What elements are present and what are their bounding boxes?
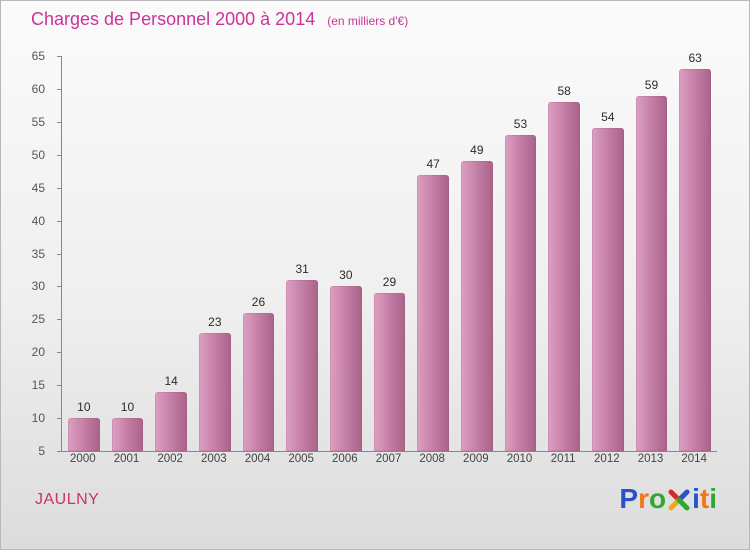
y-tick-label: 55 [31,114,45,129]
bar-value-label: 63 [688,51,702,66]
x-tick-label: 2002 [157,453,183,465]
x-tick-label: 2011 [550,453,576,465]
bar-2004 [242,312,275,451]
x-tick-label: 2009 [463,453,489,465]
bar-2007 [373,293,406,451]
y-tick-label: 40 [31,213,45,228]
x-tick-label: 2005 [288,453,314,465]
bar-2002 [155,391,187,451]
x-tick-label: 2014 [681,453,707,465]
bar-value-label: 23 [208,314,222,329]
y-tick-mark [57,286,62,288]
y-tick-label: 10 [31,411,45,426]
bar-2011 [548,102,580,451]
bar-value-label: 29 [382,275,397,289]
bar-2009 [461,161,493,451]
bar-value-label: 47 [426,156,440,171]
x-tick-label: 2012 [594,453,620,465]
bar-value-label: 53 [513,117,528,131]
bar-2006 [330,286,362,451]
y-tick-mark [57,352,62,354]
x-tick-label: 2001 [113,453,140,465]
x-tick-label: 2004 [244,453,271,465]
y-tick-label: 35 [31,246,45,261]
logo-letter: P [619,483,639,514]
y-tick-mark [57,121,62,123]
y-tick-label: 15 [31,378,45,393]
bar-2001 [111,418,144,451]
y-tick-mark [57,451,62,452]
bar-value-label: 30 [339,268,353,283]
y-tick-mark [57,187,62,189]
bar-2012 [592,128,624,451]
bar-2000 [68,418,100,451]
bar-value-label: 10 [77,400,91,415]
bar-2003 [199,332,231,451]
y-tick-label: 5 [38,444,45,458]
x-tick-label: 2008 [419,453,445,465]
y-tick-label: 20 [31,345,45,360]
y-tick-label: 50 [31,147,45,162]
y-tick-mark [57,253,62,255]
chart-header: Charges de Personnel 2000 à 2014 (en mil… [31,9,408,30]
commune-name: JAULNY [35,491,100,508]
y-tick-mark [57,56,62,57]
y-tick-label: 30 [31,279,45,294]
proxiti-x-icon [668,489,690,511]
plot-area: 10 10 14 23 26 31 30 29 47 49 53 58 54 59 63 [57,51,717,452]
bar-value-label: 59 [644,77,659,92]
y-tick-label: 25 [31,312,45,327]
x-tick-label: 2013 [637,453,664,465]
y-tick-mark [57,154,62,156]
y-tick-mark [57,220,62,222]
bar-2005 [286,279,318,451]
bar-2013 [635,95,668,451]
bar-value-label: 31 [295,261,309,276]
bar-value-label: 26 [251,294,266,309]
y-tick-label: 60 [31,81,45,96]
bar-2010 [504,135,537,451]
bar-value-label: 14 [164,373,178,388]
x-axis-labels: 2000 2001 2002 2003 2004 2005 2006 2007 2008 2009… [61,453,716,469]
x-tick-label: 2000 [70,453,96,465]
y-tick-mark [57,385,62,387]
y-axis-labels: 5 10 15 20 25 30 35 40 45 50 55 60 65 [1,49,55,458]
bar-value-label: 49 [470,143,484,158]
logo-letter: r [638,483,649,514]
logo-letter: i [692,483,700,514]
bar-2014 [679,69,711,451]
bar-value-label: 58 [557,84,571,99]
x-tick-label: 2006 [332,453,358,465]
chart-title: Charges de Personnel 2000 à 2014 [31,9,316,29]
y-tick-label: 65 [31,49,45,63]
x-tick-label: 2010 [506,453,533,465]
y-tick-mark [57,418,62,420]
bar-value-label: 54 [601,110,615,125]
y-tick-mark [57,319,62,321]
logo-letter: o [649,483,667,514]
logo-letter: t [699,483,710,514]
bar-2008 [417,174,449,451]
y-tick-mark [57,88,62,90]
y-tick-label: 45 [31,180,45,195]
logo-letter: i [709,483,717,514]
bar-value-label: 10 [120,400,135,415]
chart-subtitle: (en milliers d'€) [327,14,409,28]
x-tick-label: 2007 [375,453,402,465]
x-tick-label: 2003 [201,453,227,465]
